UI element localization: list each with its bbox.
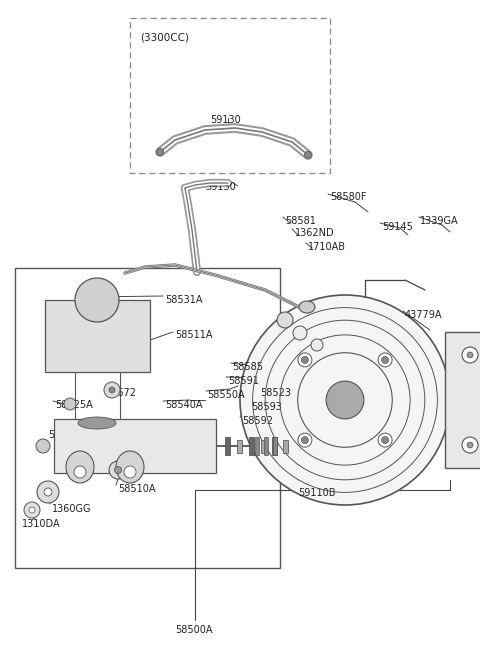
Text: 59110B: 59110B bbox=[298, 488, 336, 498]
Text: 58531A: 58531A bbox=[165, 295, 203, 305]
Circle shape bbox=[301, 356, 309, 364]
Text: 58580F: 58580F bbox=[330, 192, 367, 202]
Circle shape bbox=[293, 326, 307, 340]
Text: 43779A: 43779A bbox=[405, 310, 443, 320]
Circle shape bbox=[382, 356, 389, 364]
Circle shape bbox=[109, 387, 115, 393]
Ellipse shape bbox=[240, 295, 450, 505]
Text: 58550A: 58550A bbox=[207, 390, 245, 400]
Text: 1310DA: 1310DA bbox=[22, 519, 60, 529]
Text: 58511A: 58511A bbox=[175, 330, 213, 340]
Text: 59130: 59130 bbox=[210, 115, 241, 125]
Bar bbox=[225, 437, 230, 455]
Circle shape bbox=[462, 347, 478, 363]
Bar bbox=[273, 437, 277, 455]
Bar bbox=[237, 440, 242, 453]
Ellipse shape bbox=[78, 417, 116, 429]
Text: 58523: 58523 bbox=[260, 388, 291, 398]
Text: 58594: 58594 bbox=[170, 428, 201, 438]
Circle shape bbox=[115, 466, 121, 474]
Bar bbox=[15, 268, 280, 568]
Circle shape bbox=[326, 381, 364, 419]
Text: 58525A: 58525A bbox=[55, 400, 93, 410]
Text: 58510A: 58510A bbox=[118, 484, 156, 494]
Text: 58581: 58581 bbox=[285, 216, 316, 226]
Circle shape bbox=[29, 507, 35, 513]
Bar bbox=[261, 440, 266, 453]
Text: 58591: 58591 bbox=[228, 376, 259, 386]
Circle shape bbox=[467, 442, 473, 448]
Bar bbox=[255, 437, 259, 455]
Ellipse shape bbox=[299, 301, 315, 313]
Circle shape bbox=[311, 339, 323, 351]
Circle shape bbox=[44, 488, 52, 496]
Circle shape bbox=[64, 398, 76, 410]
Circle shape bbox=[462, 437, 478, 453]
Circle shape bbox=[37, 481, 59, 503]
Text: 58514A: 58514A bbox=[48, 430, 85, 440]
Circle shape bbox=[467, 352, 473, 358]
Bar bbox=[130, 18, 330, 173]
Bar bbox=[445, 332, 480, 468]
Text: 1362ND: 1362ND bbox=[295, 228, 335, 238]
Circle shape bbox=[24, 502, 40, 518]
Bar bbox=[264, 437, 268, 455]
Text: 1710AB: 1710AB bbox=[308, 242, 346, 252]
Text: 58672: 58672 bbox=[105, 388, 136, 398]
Bar bbox=[283, 440, 288, 453]
Circle shape bbox=[104, 382, 120, 398]
Circle shape bbox=[304, 151, 312, 159]
Ellipse shape bbox=[116, 451, 144, 483]
Bar bbox=[272, 437, 277, 455]
Circle shape bbox=[277, 312, 293, 328]
Circle shape bbox=[298, 353, 312, 367]
Circle shape bbox=[298, 433, 312, 447]
Circle shape bbox=[378, 433, 392, 447]
Bar bbox=[249, 437, 254, 455]
Circle shape bbox=[75, 278, 119, 322]
Circle shape bbox=[301, 437, 309, 443]
Text: 58540A: 58540A bbox=[165, 400, 203, 410]
Text: 1339GA: 1339GA bbox=[420, 216, 458, 226]
Text: (3300CC): (3300CC) bbox=[140, 32, 189, 42]
Text: 58585: 58585 bbox=[232, 362, 263, 372]
Circle shape bbox=[382, 437, 389, 443]
Text: 58592: 58592 bbox=[242, 416, 273, 426]
Text: 58500A: 58500A bbox=[175, 625, 213, 635]
FancyBboxPatch shape bbox=[54, 419, 216, 473]
Text: 58593: 58593 bbox=[251, 402, 282, 412]
Text: 1360GG: 1360GG bbox=[52, 504, 92, 514]
Circle shape bbox=[378, 353, 392, 367]
Circle shape bbox=[36, 439, 50, 453]
Circle shape bbox=[74, 466, 86, 478]
Bar bbox=[45, 300, 150, 372]
Text: 59130: 59130 bbox=[205, 182, 236, 192]
Ellipse shape bbox=[66, 451, 94, 483]
Circle shape bbox=[109, 461, 127, 479]
Text: 59145: 59145 bbox=[382, 222, 413, 232]
Circle shape bbox=[124, 466, 136, 478]
Circle shape bbox=[156, 149, 164, 155]
